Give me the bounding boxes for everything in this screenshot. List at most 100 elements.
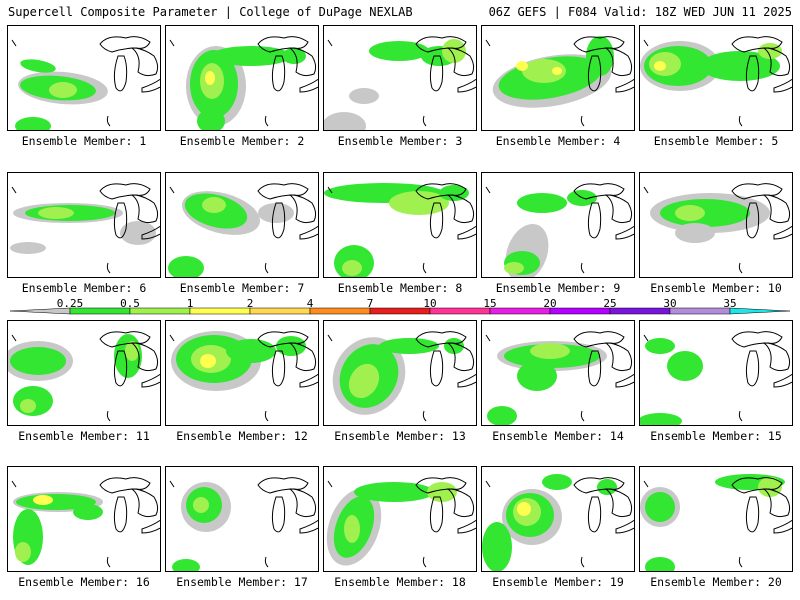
lake-outline <box>643 480 649 488</box>
lake-outline <box>429 202 444 239</box>
lake-outline <box>762 488 791 518</box>
lake-outline <box>299 519 318 534</box>
lake-outline <box>429 496 444 533</box>
lake-outline <box>415 477 467 494</box>
lake-outline <box>429 350 444 387</box>
lake-outline <box>457 78 476 93</box>
lake-outline <box>257 331 309 348</box>
lake-outline <box>11 186 17 194</box>
lake-outline <box>422 410 427 422</box>
lake-outline <box>762 342 791 372</box>
lake-outline <box>485 39 491 47</box>
lake-outline <box>130 194 159 224</box>
lake-outline <box>257 477 309 494</box>
colorbar-swatch <box>729 307 791 315</box>
lake-outline <box>264 556 269 568</box>
member-map <box>640 36 792 127</box>
member-map <box>640 331 792 425</box>
scp-contour-fill <box>645 492 675 522</box>
lake-outline <box>762 47 791 77</box>
scp-contour-fill <box>349 88 379 104</box>
lake-outline <box>327 39 333 47</box>
lake-outline <box>587 496 602 533</box>
ensemble-member-panel <box>165 320 319 426</box>
scp-contour-fill <box>342 260 362 276</box>
lake-outline <box>731 36 783 53</box>
scp-contour-fill <box>10 347 66 375</box>
lake-outline <box>485 334 491 342</box>
great-lakes-outline <box>327 331 476 422</box>
lake-outline <box>604 47 633 77</box>
lake-outline <box>288 488 317 518</box>
lake-outline <box>745 496 760 533</box>
member-label: Ensemble Member: 10 <box>650 281 782 295</box>
lake-outline <box>446 488 475 518</box>
lake-outline <box>485 480 491 488</box>
lake-outline <box>141 225 160 240</box>
lake-outline <box>587 350 602 387</box>
colorbar-swatch <box>429 307 491 315</box>
lake-outline <box>773 225 792 240</box>
colorbar-swatch <box>669 307 731 315</box>
great-lakes-outline <box>485 183 634 274</box>
ensemble-member-panel <box>323 320 477 426</box>
scp-contour-fill <box>20 59 56 73</box>
colorbar-tick-label: 20 <box>543 297 557 310</box>
lake-outline <box>264 262 269 274</box>
lake-outline <box>106 556 111 568</box>
scp-contour-fill <box>120 221 156 245</box>
lake-outline <box>299 373 318 388</box>
scp-contour-fill <box>675 223 715 243</box>
lake-outline <box>264 410 269 422</box>
scp-contour-fill <box>586 36 614 76</box>
lake-outline <box>422 262 427 274</box>
lake-outline <box>141 373 160 388</box>
ensemble-member-panel <box>165 25 319 131</box>
scp-contour-fill <box>542 474 572 490</box>
colorbar-tick-label: 1 <box>186 297 194 310</box>
lake-outline <box>643 334 649 342</box>
lake-outline <box>604 194 633 224</box>
lake-outline <box>106 410 111 422</box>
member-label: Ensemble Member: 7 <box>179 281 305 295</box>
great-lakes-outline <box>327 36 476 127</box>
scp-contour-fill <box>530 343 570 359</box>
lake-outline <box>130 342 159 372</box>
lake-outline <box>457 373 476 388</box>
ensemble-member-panel <box>639 25 793 131</box>
member-map <box>169 331 318 422</box>
scp-contour-fill <box>276 336 306 356</box>
scp-contour-fill <box>379 338 439 354</box>
member-map <box>326 477 476 568</box>
scp-contour-fill <box>344 515 360 543</box>
member-map <box>324 183 476 277</box>
lake-outline <box>130 47 159 77</box>
scp-contour-fill <box>667 351 703 381</box>
lake-outline <box>113 496 128 533</box>
great-lakes-outline <box>11 477 160 568</box>
scp-contour-fill <box>15 542 31 562</box>
lake-outline <box>113 202 128 239</box>
lake-outline <box>731 331 783 348</box>
scp-contour-fill <box>205 71 215 85</box>
scp-contour-fill <box>211 46 291 66</box>
lake-outline <box>169 186 175 194</box>
lake-outline <box>299 78 318 93</box>
lake-outline <box>169 39 175 47</box>
lake-outline <box>271 350 286 387</box>
member-map <box>485 36 634 127</box>
scp-contour-fill <box>517 502 531 516</box>
lake-outline <box>745 202 760 239</box>
colorbar-tick-label: 25 <box>603 297 617 310</box>
scp-contour-fill <box>202 197 226 213</box>
lake-outline <box>327 334 333 342</box>
scp-contour-fill <box>597 479 617 495</box>
lake-outline <box>422 556 427 568</box>
lake-outline <box>106 115 111 127</box>
lake-outline <box>580 410 585 422</box>
lake-outline <box>327 480 333 488</box>
lake-outline <box>773 78 792 93</box>
member-map <box>324 36 476 130</box>
colorbar-tick-label: 10 <box>423 297 437 310</box>
lake-outline <box>615 225 634 240</box>
